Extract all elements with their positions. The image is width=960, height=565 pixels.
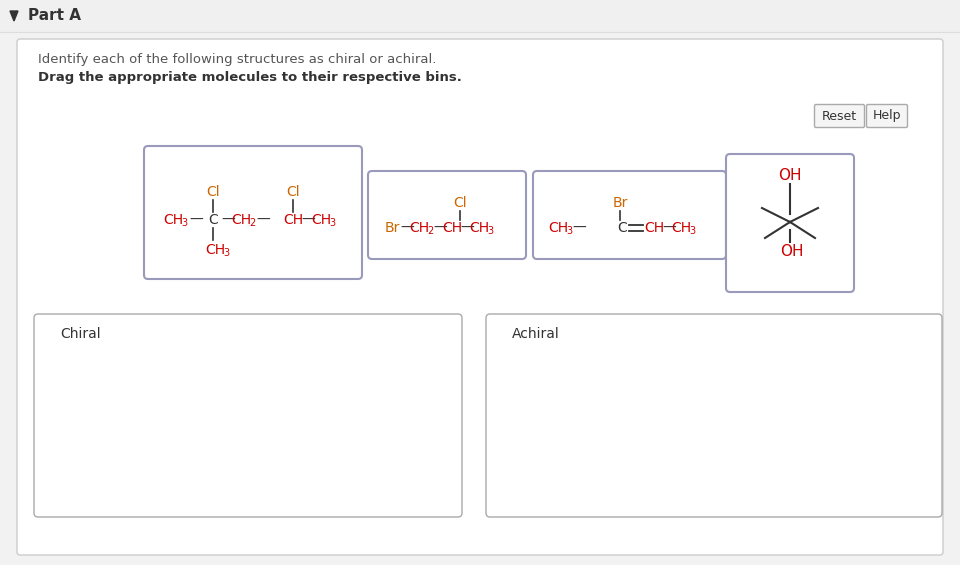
FancyBboxPatch shape xyxy=(814,105,865,128)
Text: 2: 2 xyxy=(249,219,255,228)
Text: —: — xyxy=(460,221,473,235)
Text: —: — xyxy=(400,221,414,235)
FancyBboxPatch shape xyxy=(34,314,462,517)
Text: CH: CH xyxy=(409,221,429,235)
Text: —: — xyxy=(189,213,203,227)
FancyBboxPatch shape xyxy=(726,154,854,292)
Text: Achiral: Achiral xyxy=(512,327,560,341)
Text: —: — xyxy=(301,213,315,227)
Text: CH: CH xyxy=(548,221,568,235)
Text: CH: CH xyxy=(644,221,664,235)
Text: 3: 3 xyxy=(223,249,229,259)
Bar xyxy=(0,0,960,32)
Text: 2: 2 xyxy=(427,227,433,237)
Text: 3: 3 xyxy=(566,227,572,237)
Text: CH: CH xyxy=(205,243,226,257)
Text: CH: CH xyxy=(442,221,462,235)
Text: CH: CH xyxy=(283,213,303,227)
Text: 3: 3 xyxy=(181,219,187,228)
FancyBboxPatch shape xyxy=(867,105,907,128)
Text: Br: Br xyxy=(385,221,400,235)
Text: C: C xyxy=(208,213,218,227)
Text: Cl: Cl xyxy=(453,196,467,210)
Polygon shape xyxy=(10,11,18,21)
Text: —: — xyxy=(662,221,676,235)
Text: —: — xyxy=(572,221,586,235)
Text: —: — xyxy=(221,213,235,227)
Text: Reset: Reset xyxy=(822,110,856,123)
Text: Help: Help xyxy=(873,110,901,123)
Text: Identify each of the following structures as chiral or achiral.: Identify each of the following structure… xyxy=(38,54,437,67)
Text: —: — xyxy=(433,221,446,235)
FancyBboxPatch shape xyxy=(533,171,726,259)
Text: Cl: Cl xyxy=(286,185,300,199)
Text: CH: CH xyxy=(163,213,183,227)
Text: Br: Br xyxy=(612,196,628,210)
Text: OH: OH xyxy=(780,245,804,259)
Text: Chiral: Chiral xyxy=(60,327,101,341)
Text: Cl: Cl xyxy=(206,185,220,199)
Text: C: C xyxy=(617,221,627,235)
Text: OH: OH xyxy=(779,167,802,182)
Text: CH: CH xyxy=(311,213,331,227)
FancyBboxPatch shape xyxy=(486,314,942,517)
FancyBboxPatch shape xyxy=(144,146,362,279)
Text: 3: 3 xyxy=(689,227,695,237)
Text: CH: CH xyxy=(469,221,490,235)
Text: 3: 3 xyxy=(329,219,335,228)
FancyBboxPatch shape xyxy=(368,171,526,259)
Text: CH: CH xyxy=(231,213,252,227)
Text: —: — xyxy=(256,213,270,227)
Text: CH: CH xyxy=(671,221,691,235)
Text: 3: 3 xyxy=(487,227,493,237)
FancyBboxPatch shape xyxy=(17,39,943,555)
Text: Drag the appropriate molecules to their respective bins.: Drag the appropriate molecules to their … xyxy=(38,72,462,85)
Text: Part A: Part A xyxy=(28,8,81,24)
